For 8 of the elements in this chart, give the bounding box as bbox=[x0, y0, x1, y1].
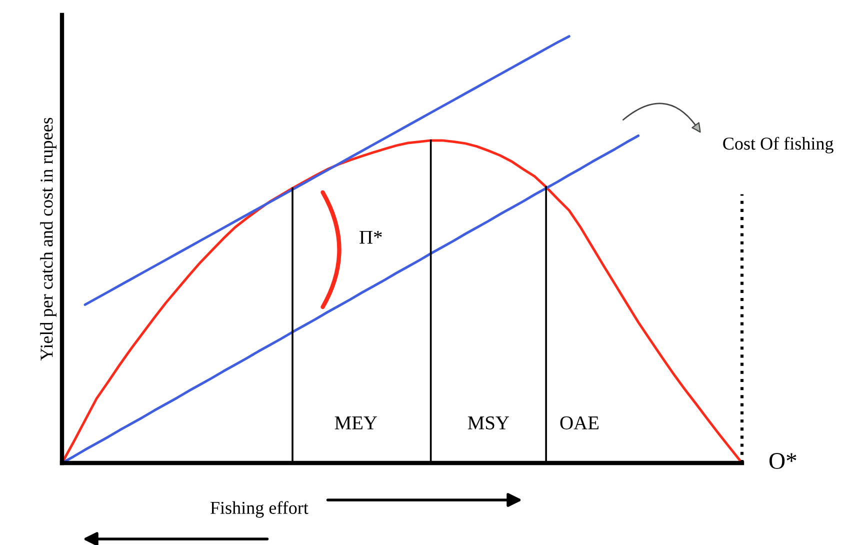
text: O* bbox=[769, 453, 796, 469]
annotation: OAE bbox=[560, 416, 599, 430]
x-axis-title: Fishing effort bbox=[210, 501, 308, 518]
annotation: Π* bbox=[360, 230, 382, 244]
annotation: MEY bbox=[334, 416, 378, 430]
y-axis-title: Yield per catch and cost in rupees bbox=[40, 118, 56, 361]
annotation: MSY bbox=[468, 416, 510, 430]
annotation: Cost Of fishing bbox=[723, 136, 834, 154]
